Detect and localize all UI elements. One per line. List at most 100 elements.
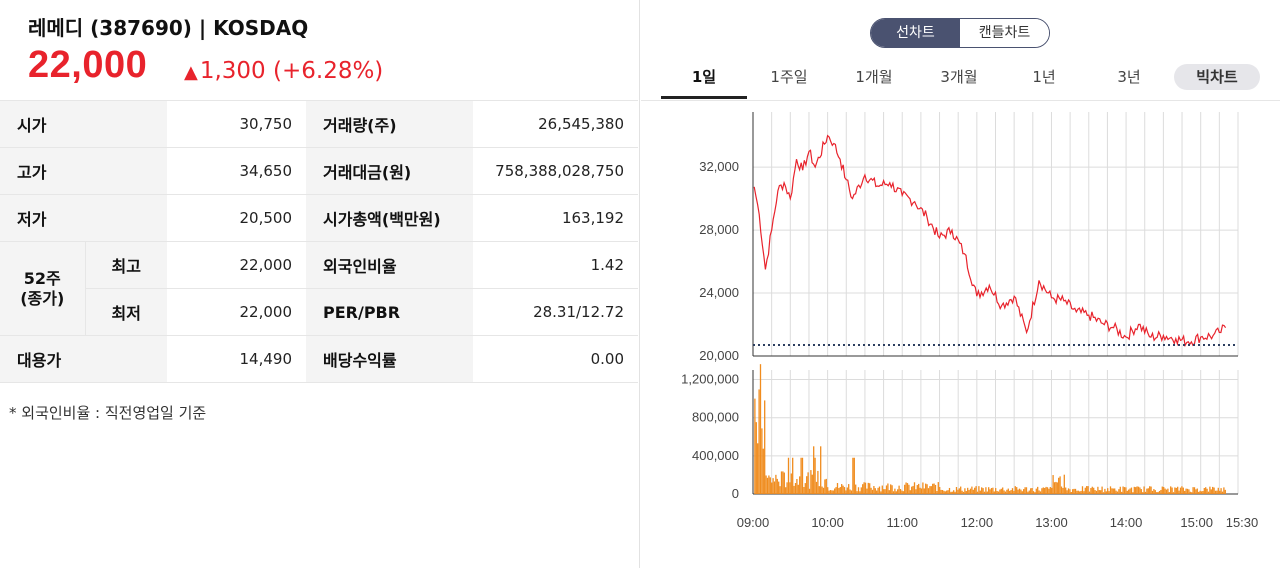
volume-bar <box>898 485 900 494</box>
volume-bar <box>937 482 939 494</box>
volume-bar <box>1135 487 1137 494</box>
volume-bar <box>888 490 890 494</box>
week52-low-label: 최저 <box>85 288 167 336</box>
volume-bar <box>1203 488 1205 494</box>
volume-bar <box>885 485 888 494</box>
volume-bar <box>764 400 766 494</box>
volume-bar <box>1224 489 1226 494</box>
volume-bar <box>808 488 811 494</box>
volume-bar <box>1067 488 1070 494</box>
price-line <box>753 134 1227 348</box>
tab-1month[interactable]: 1개월 <box>855 68 893 86</box>
volume-bar <box>1125 487 1127 494</box>
volume-bar <box>755 422 757 494</box>
volume-bar <box>1070 491 1072 494</box>
volume-bar <box>1101 486 1103 494</box>
volume-bar <box>1185 488 1187 494</box>
line-chart-button[interactable]: 선차트 <box>871 19 960 47</box>
volume-bar <box>967 487 969 494</box>
volume-bar <box>1128 489 1130 494</box>
volume-bar <box>1097 486 1099 494</box>
volume-bar <box>1130 487 1133 494</box>
volume-bar <box>766 477 769 494</box>
volume-bar <box>996 491 998 494</box>
volume-bar <box>829 490 832 494</box>
intraday-chart: 20,000 24,000 28,000 32,000 0 400,000 800,000 1… <box>681 112 1258 530</box>
volume-bar <box>794 483 797 494</box>
volume-bar <box>1171 487 1173 494</box>
volume-bar <box>827 487 829 494</box>
volume-bar <box>1093 487 1095 494</box>
volume-bar <box>954 491 956 494</box>
chart-panel: 선차트 캔들차트 1일 1주일 1개월 3개월 1년 3년 빅차트 20,000… <box>641 0 1280 568</box>
tab-1day[interactable]: 1일 <box>661 62 747 99</box>
volume-bar <box>1147 488 1149 494</box>
tab-3month[interactable]: 3개월 <box>940 68 978 86</box>
volume-bar <box>1137 486 1140 494</box>
volume-bar <box>927 488 930 494</box>
volume-bar <box>1210 489 1212 494</box>
volume-bar <box>1202 490 1204 494</box>
volume-bar <box>1163 486 1165 494</box>
volume-bar <box>759 364 762 494</box>
volume-bar <box>1122 486 1124 494</box>
volume-bar <box>1052 475 1054 494</box>
volume-bar <box>1142 492 1144 494</box>
volume-bar <box>817 470 819 494</box>
volume-bar <box>929 486 931 494</box>
volume-bar <box>1189 491 1191 494</box>
volume-bar <box>957 489 959 494</box>
candle-chart-button[interactable]: 캔들차트 <box>960 19 1049 47</box>
x-tick-label: 10:00 <box>811 515 844 530</box>
volume-bar <box>1107 488 1109 494</box>
volume-bar <box>758 389 760 494</box>
volume-bar <box>859 491 861 494</box>
volume-bar <box>835 487 837 494</box>
volume-bar <box>796 478 798 494</box>
tab-1year[interactable]: 1년 <box>1032 68 1056 86</box>
volume-bar <box>863 482 865 494</box>
volume-bar <box>780 471 783 494</box>
price-change: ▲1,300 (+6.28%) <box>184 58 383 84</box>
volume-bar <box>1009 490 1011 494</box>
volume-bar <box>1090 488 1092 494</box>
volume-bar <box>836 483 839 494</box>
volume-bar <box>1121 491 1123 494</box>
volume-bar <box>878 486 881 494</box>
volume-bar <box>913 482 916 494</box>
volume-bar <box>1149 486 1151 494</box>
volume-bar <box>1132 492 1134 494</box>
volume-bar <box>800 457 802 494</box>
current-price: 22,000 <box>28 44 148 86</box>
volume-bar <box>948 487 951 494</box>
tab-3year[interactable]: 3년 <box>1117 68 1141 86</box>
volume-bar <box>1192 487 1194 494</box>
volume-bar <box>1024 487 1026 494</box>
volume-bar <box>831 490 833 494</box>
dividend-label: 배당수익률 <box>306 335 473 383</box>
tab-1week[interactable]: 1주일 <box>770 68 808 86</box>
volume-bar <box>825 478 827 494</box>
big-chart-button[interactable]: 빅차트 <box>1174 64 1260 90</box>
y-tick-label: 32,000 <box>699 159 739 174</box>
volume-bar <box>810 470 812 494</box>
volume-bar <box>904 484 906 494</box>
volume-bar <box>1049 486 1051 494</box>
volume-bar <box>1139 487 1141 494</box>
volume-bar <box>1074 488 1077 494</box>
high-value: 34,650 <box>167 147 306 195</box>
volume-bar <box>1168 492 1170 494</box>
volume-bar <box>975 486 977 494</box>
volume-bar <box>1020 489 1022 494</box>
volume-bar <box>1013 490 1015 494</box>
volume-bar <box>1016 487 1018 494</box>
low-label: 저가 <box>0 194 167 242</box>
volume-bar <box>1006 489 1008 494</box>
volume-bar <box>881 485 883 494</box>
x-tick-label: 14:00 <box>1110 515 1143 530</box>
volume-bar <box>950 491 952 494</box>
volume-bar <box>1051 487 1053 494</box>
tab-divider <box>641 100 1280 101</box>
volume-bar <box>768 475 770 494</box>
volume-bar <box>979 490 981 494</box>
